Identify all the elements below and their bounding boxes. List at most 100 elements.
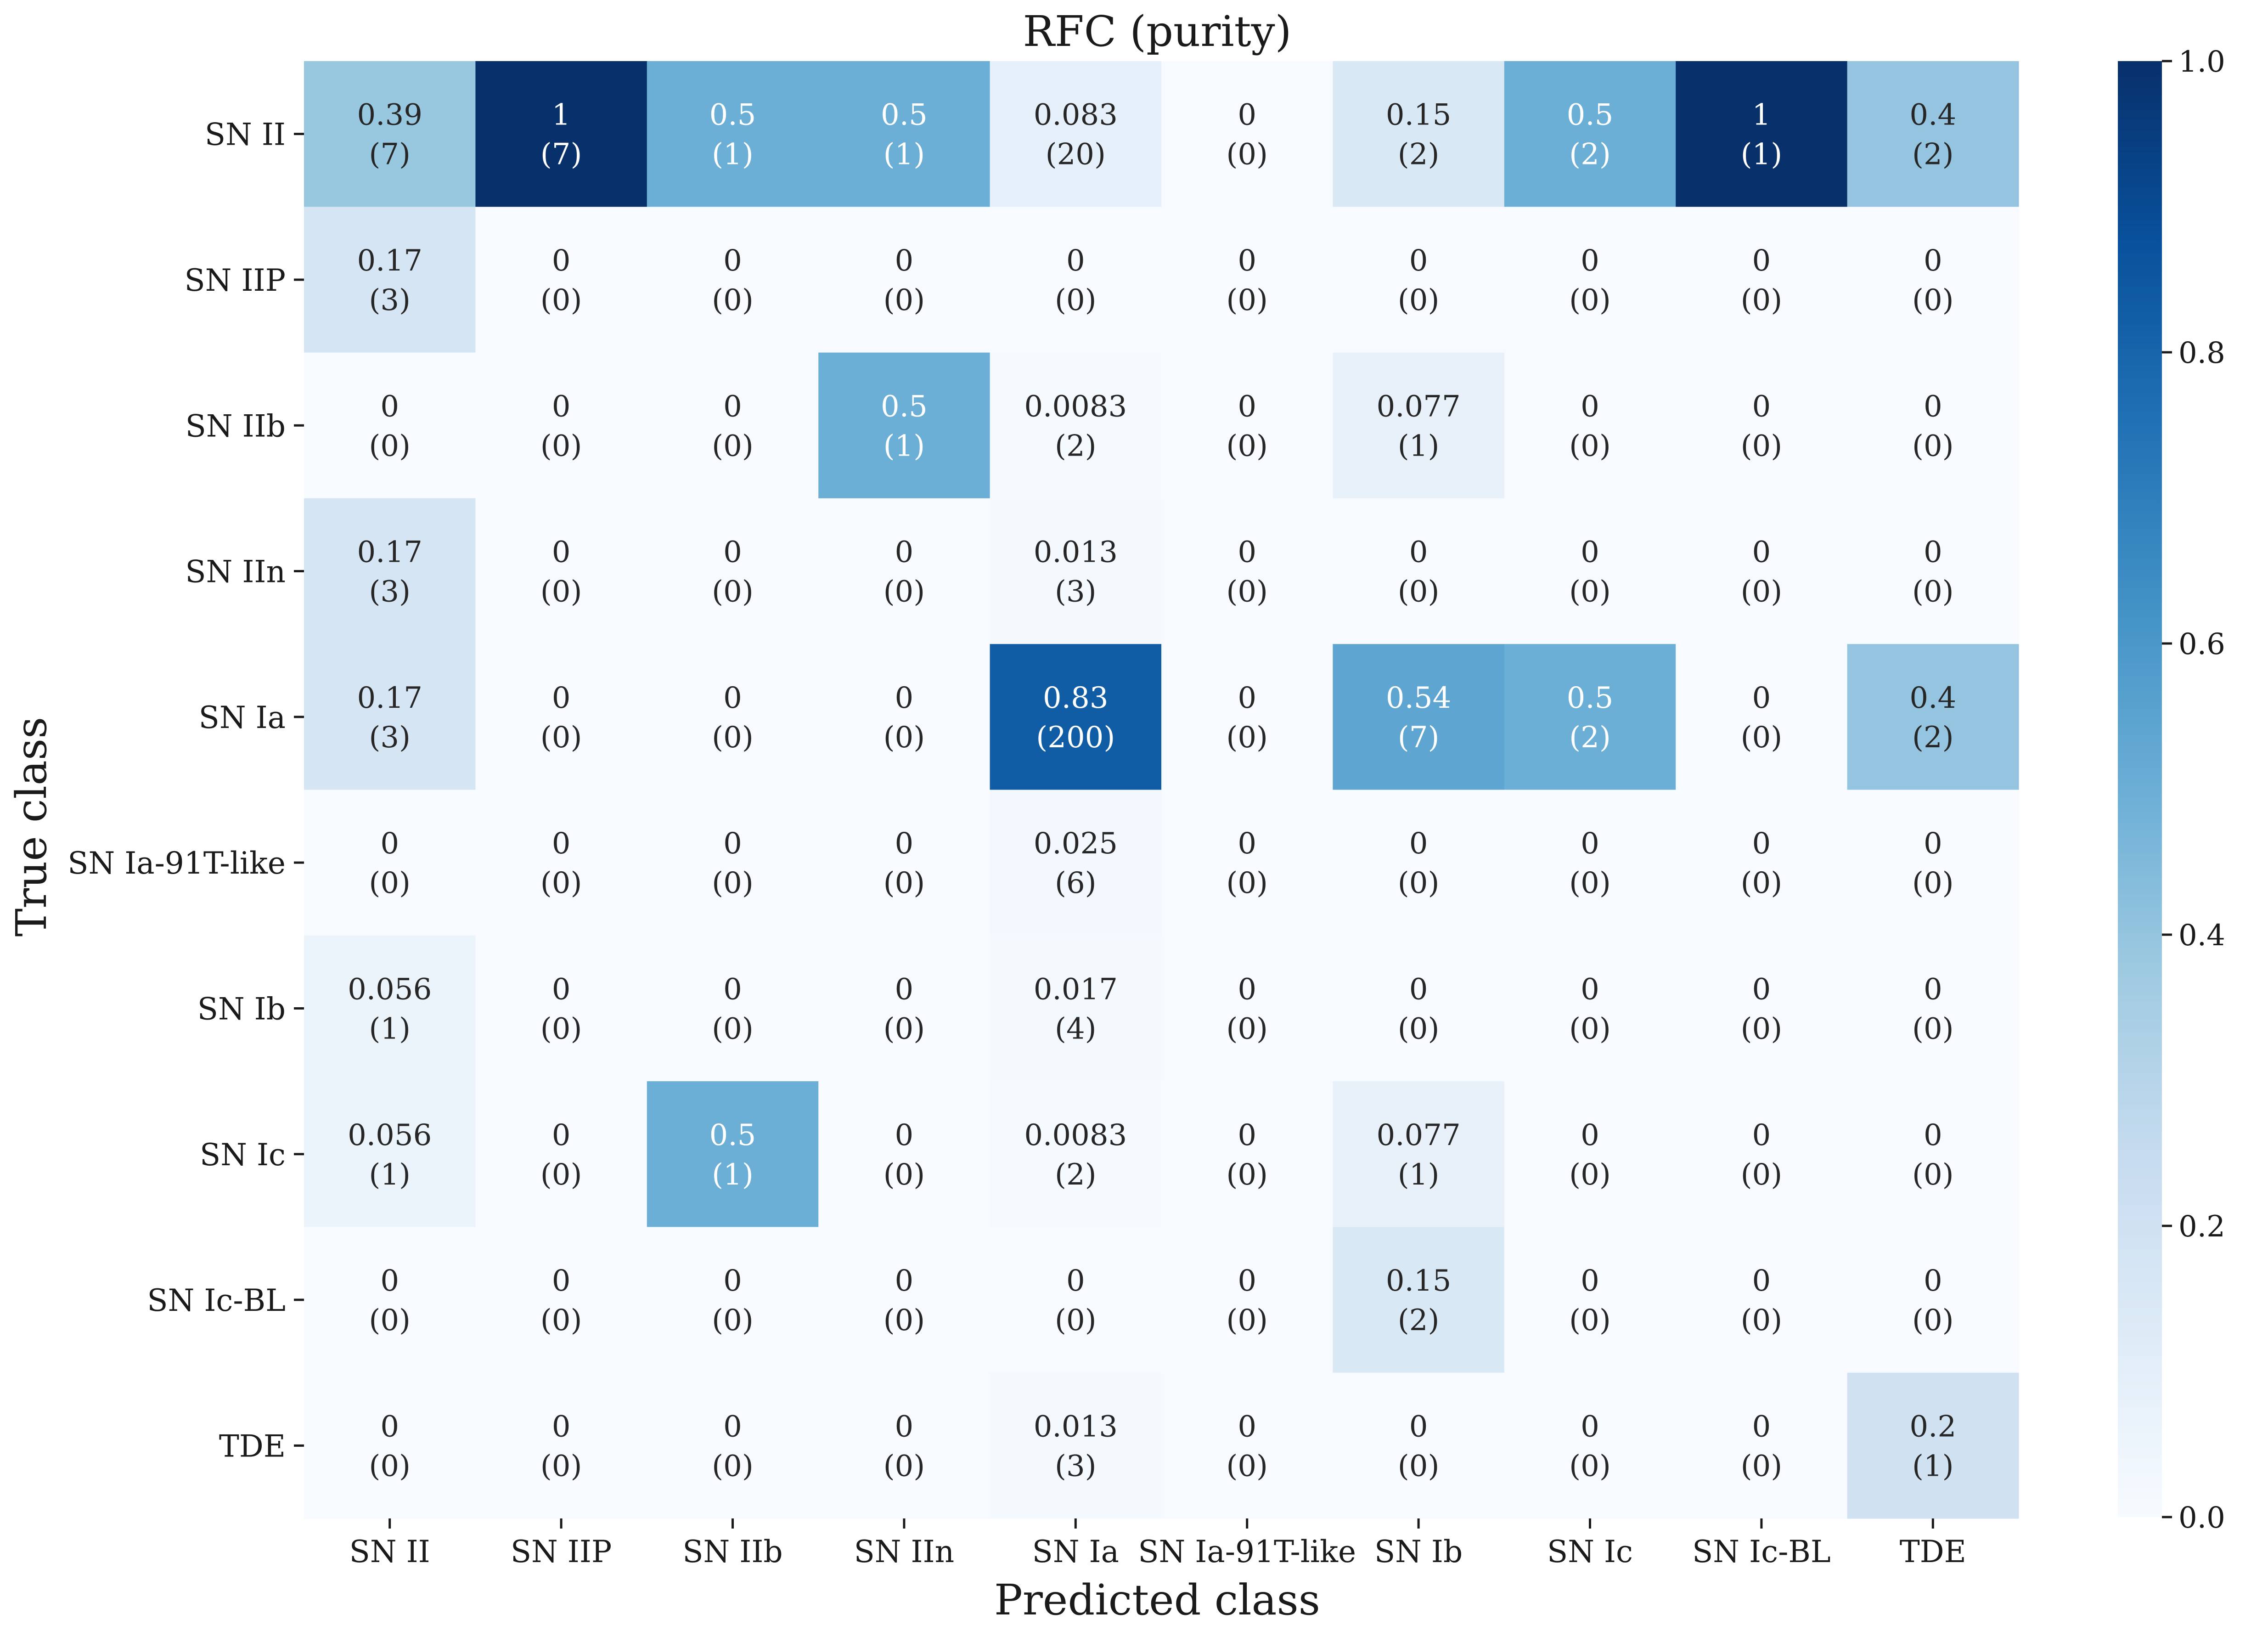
cell-value-label: 0 — [552, 1264, 571, 1298]
heatmap-cell — [475, 207, 647, 353]
heatmap-cell — [304, 352, 476, 499]
x-tick-label: SN Ic-BL — [1692, 1534, 1831, 1569]
heatmap-cell — [1504, 790, 1676, 936]
cell-value-label: 0 — [895, 681, 914, 715]
cell-count-label: (3) — [369, 721, 411, 755]
cell-count-label: (0) — [540, 1012, 582, 1046]
cell-value-label: 0.54 — [1386, 681, 1452, 715]
heatmap-cell — [647, 1227, 819, 1373]
cell-count-label: (0) — [1398, 1012, 1440, 1046]
cell-value-label: 0 — [1752, 827, 1771, 861]
y-tick-label: SN Ic-BL — [147, 1283, 286, 1318]
heatmap-cell — [990, 1372, 1162, 1519]
cell-count-label: (0) — [1055, 283, 1097, 317]
colorbar-tick-label: 0.8 — [2178, 336, 2225, 370]
cell-value-label: 0 — [1752, 1410, 1771, 1444]
cell-value-label: 0 — [1752, 536, 1771, 570]
heatmap-cell — [647, 207, 819, 353]
heatmap-cell — [304, 1372, 476, 1519]
cell-value-label: 0 — [1752, 1264, 1771, 1298]
cell-count-label: (0) — [369, 866, 411, 900]
cell-count-label: (0) — [712, 575, 754, 609]
cell-annotations: 0.39 (7) 1 (7) 0.5 (1) 0.5 (1) 0.083 (20) 0 (0) 0.15… — [348, 98, 1956, 1484]
cell-value-label: 0.077 — [1376, 389, 1460, 423]
cell-value-label: 0.17 — [357, 536, 422, 570]
heatmap-cell — [1333, 790, 1505, 936]
cell-value-label: 0 — [380, 389, 399, 423]
cell-count-label: (3) — [369, 283, 411, 317]
heatmap-cell — [818, 1372, 990, 1519]
cell-value-label: 0 — [552, 1118, 571, 1152]
heatmap-cell — [1676, 207, 1848, 353]
cell-value-label: 0 — [552, 536, 571, 570]
heatmap-cell — [1676, 61, 1848, 207]
cell-count-label: (0) — [712, 283, 754, 317]
cell-count-label: (0) — [884, 575, 925, 609]
heatmap-cell — [1847, 1227, 2019, 1373]
cell-value-label: 0 — [1924, 1118, 1942, 1152]
cell-value-label: 0 — [552, 972, 571, 1006]
cell-value-label: 0.5 — [881, 389, 928, 423]
cell-count-label: (0) — [1912, 283, 1954, 317]
y-axis: SN II SN IIP SN IIb SN IIn SN Ia SN Ia-91T-li… — [68, 117, 304, 1464]
cell-value-label: 0 — [1924, 536, 1942, 570]
cell-count-label: (0) — [1398, 866, 1440, 900]
heatmap-cell — [990, 790, 1162, 936]
colorbar: 0.0 0.2 0.4 0.6 0.8 1.0 — [2118, 45, 2225, 1535]
cell-count-label: (0) — [1226, 866, 1268, 900]
cell-count-label: (0) — [1398, 1449, 1440, 1483]
heatmap-cell — [1847, 1081, 2019, 1227]
heatmap-cell — [1504, 1081, 1676, 1227]
cell-value-label: 0 — [1581, 1118, 1599, 1152]
cell-value-label: 0 — [1238, 681, 1256, 715]
heatmap-cell — [1333, 644, 1505, 790]
cell-count-label: (0) — [712, 1012, 754, 1046]
x-tick-label: SN Ia — [1032, 1534, 1119, 1569]
cell-value-label: 1 — [1752, 98, 1771, 132]
cell-count-label: (0) — [712, 1449, 754, 1483]
heatmap-cell — [1333, 207, 1505, 353]
cell-value-label: 0 — [723, 827, 742, 861]
cell-value-label: 0 — [895, 827, 914, 861]
cell-value-label: 0.17 — [357, 681, 422, 715]
cell-value-label: 0 — [552, 1410, 571, 1444]
heatmap-cell — [1504, 1372, 1676, 1519]
cell-value-label: 0 — [1238, 1264, 1256, 1298]
cell-value-label: 0.0083 — [1024, 1118, 1127, 1152]
cell-count-label: (0) — [540, 1303, 582, 1337]
heatmap-cell — [475, 498, 647, 644]
cell-value-label: 0.4 — [1909, 681, 1956, 715]
cell-count-label: (7) — [540, 138, 582, 172]
cell-count-label: (1) — [712, 138, 754, 172]
cell-value-label: 0 — [1409, 972, 1428, 1006]
cell-count-label: (2) — [1055, 1158, 1097, 1192]
x-axis-label: Predicted class — [994, 1575, 1320, 1625]
y-tick-label: SN IIn — [185, 554, 286, 590]
cell-value-label: 0.013 — [1034, 536, 1118, 570]
cell-count-label: (2) — [1398, 1303, 1440, 1337]
heatmap-cell — [990, 1081, 1162, 1227]
cell-count-label: (1) — [369, 1012, 411, 1046]
colorbar-tick-label: 0.4 — [2178, 919, 2225, 953]
cell-count-label: (0) — [369, 429, 411, 463]
y-tick-label: SN Ib — [197, 991, 286, 1027]
heatmap-cell — [990, 352, 1162, 499]
heatmap-cell — [475, 644, 647, 790]
cell-value-label: 0.15 — [1386, 1264, 1452, 1298]
cell-count-label: (200) — [1036, 721, 1115, 755]
heatmap-cell — [475, 1227, 647, 1373]
heatmap-cell — [1676, 1372, 1848, 1519]
cell-count-label: (0) — [1226, 283, 1268, 317]
cell-value-label: 0.017 — [1034, 972, 1118, 1006]
cell-count-label: (2) — [1569, 138, 1611, 172]
cell-count-label: (0) — [1741, 866, 1783, 900]
cell-value-label: 0.5 — [709, 98, 756, 132]
cell-count-label: (1) — [1741, 138, 1783, 172]
cell-count-label: (0) — [1741, 1303, 1783, 1337]
cell-count-label: (0) — [884, 1303, 925, 1337]
cell-count-label: (0) — [1398, 283, 1440, 317]
cell-value-label: 0 — [1238, 389, 1256, 423]
heatmap-cell — [1161, 1372, 1333, 1519]
cell-value-label: 0.056 — [348, 972, 432, 1006]
heatmap-cell — [304, 935, 476, 1082]
